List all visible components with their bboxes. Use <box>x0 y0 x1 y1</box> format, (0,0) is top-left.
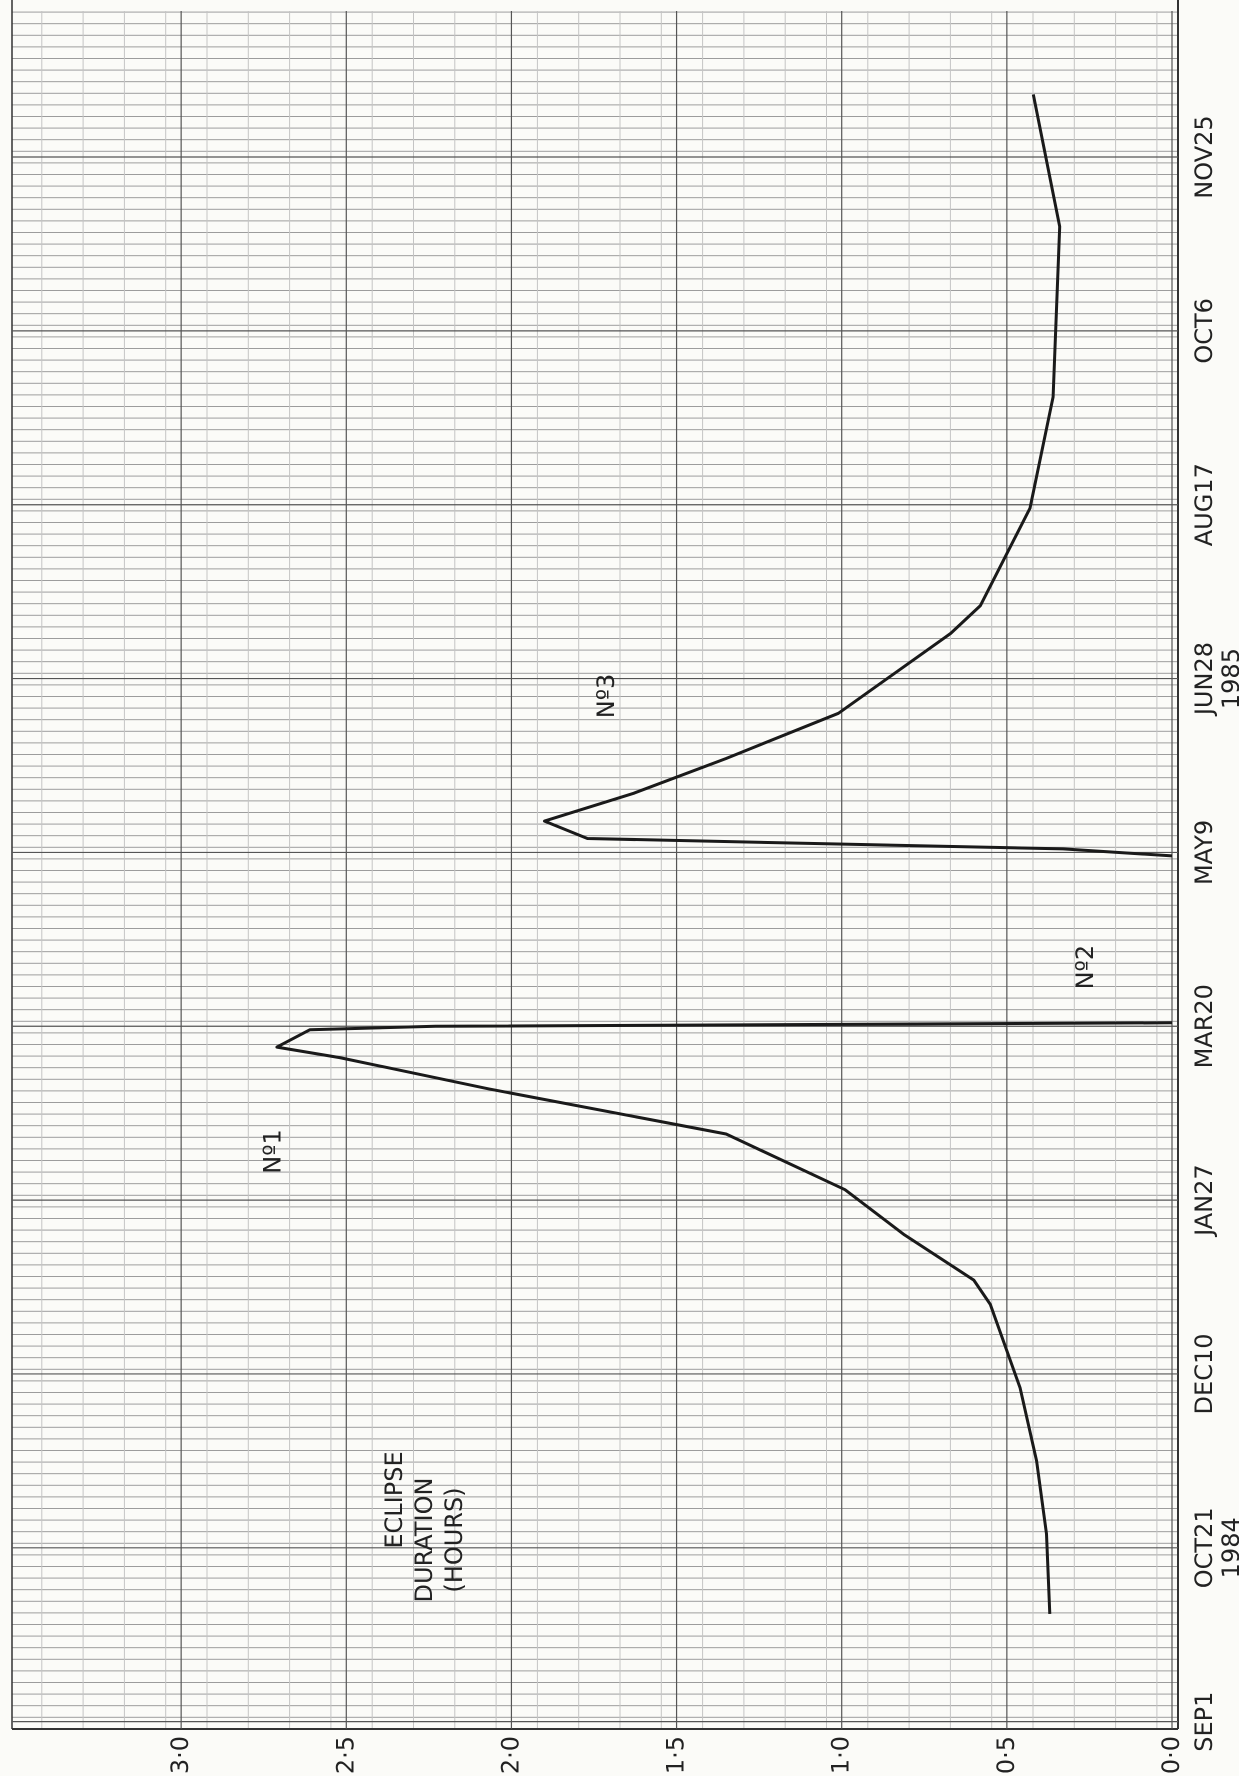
data-line <box>275 1021 1173 1614</box>
annotation: Nº1 <box>259 1129 287 1174</box>
annotation: Nº3 <box>592 674 620 719</box>
year-label: 1985 <box>1217 648 1239 709</box>
y-tick-label: 1·0 <box>827 1736 855 1774</box>
y-tick-label: 0·0 <box>1157 1736 1185 1774</box>
x-tick-label: MAR20 <box>1190 984 1218 1068</box>
year-label: 1984 <box>1217 1517 1239 1578</box>
x-tick-label: NOV25 <box>1190 115 1218 198</box>
annotation: Nº2 <box>1071 945 1099 990</box>
y-tick-label: 1·5 <box>662 1736 690 1774</box>
x-tick-label: DEC10 <box>1190 1333 1218 1414</box>
y-tick-label: 2·0 <box>496 1736 524 1774</box>
axis-label: ECLIPSE <box>380 1451 408 1548</box>
axis-label: DURATION <box>410 1478 438 1603</box>
x-tick-label: JAN27 <box>1190 1164 1218 1238</box>
x-tick-label: AUG17 <box>1190 463 1218 546</box>
x-tick-label: OCT6 <box>1190 298 1218 364</box>
y-tick-label: 2·5 <box>331 1736 359 1774</box>
x-tick-label: JUN28 <box>1190 642 1218 717</box>
y-tick-label: 0·5 <box>992 1736 1020 1774</box>
y-tick-label: 3·0 <box>166 1736 194 1774</box>
axis-label: (HOURS) <box>440 1487 468 1592</box>
x-tick-label: SEP1 <box>1190 1692 1218 1752</box>
minor-grid <box>12 11 1178 1729</box>
x-tick-label: MAY9 <box>1190 820 1218 885</box>
x-tick-label: OCT21 <box>1190 1507 1218 1588</box>
data-line <box>543 94 1173 858</box>
